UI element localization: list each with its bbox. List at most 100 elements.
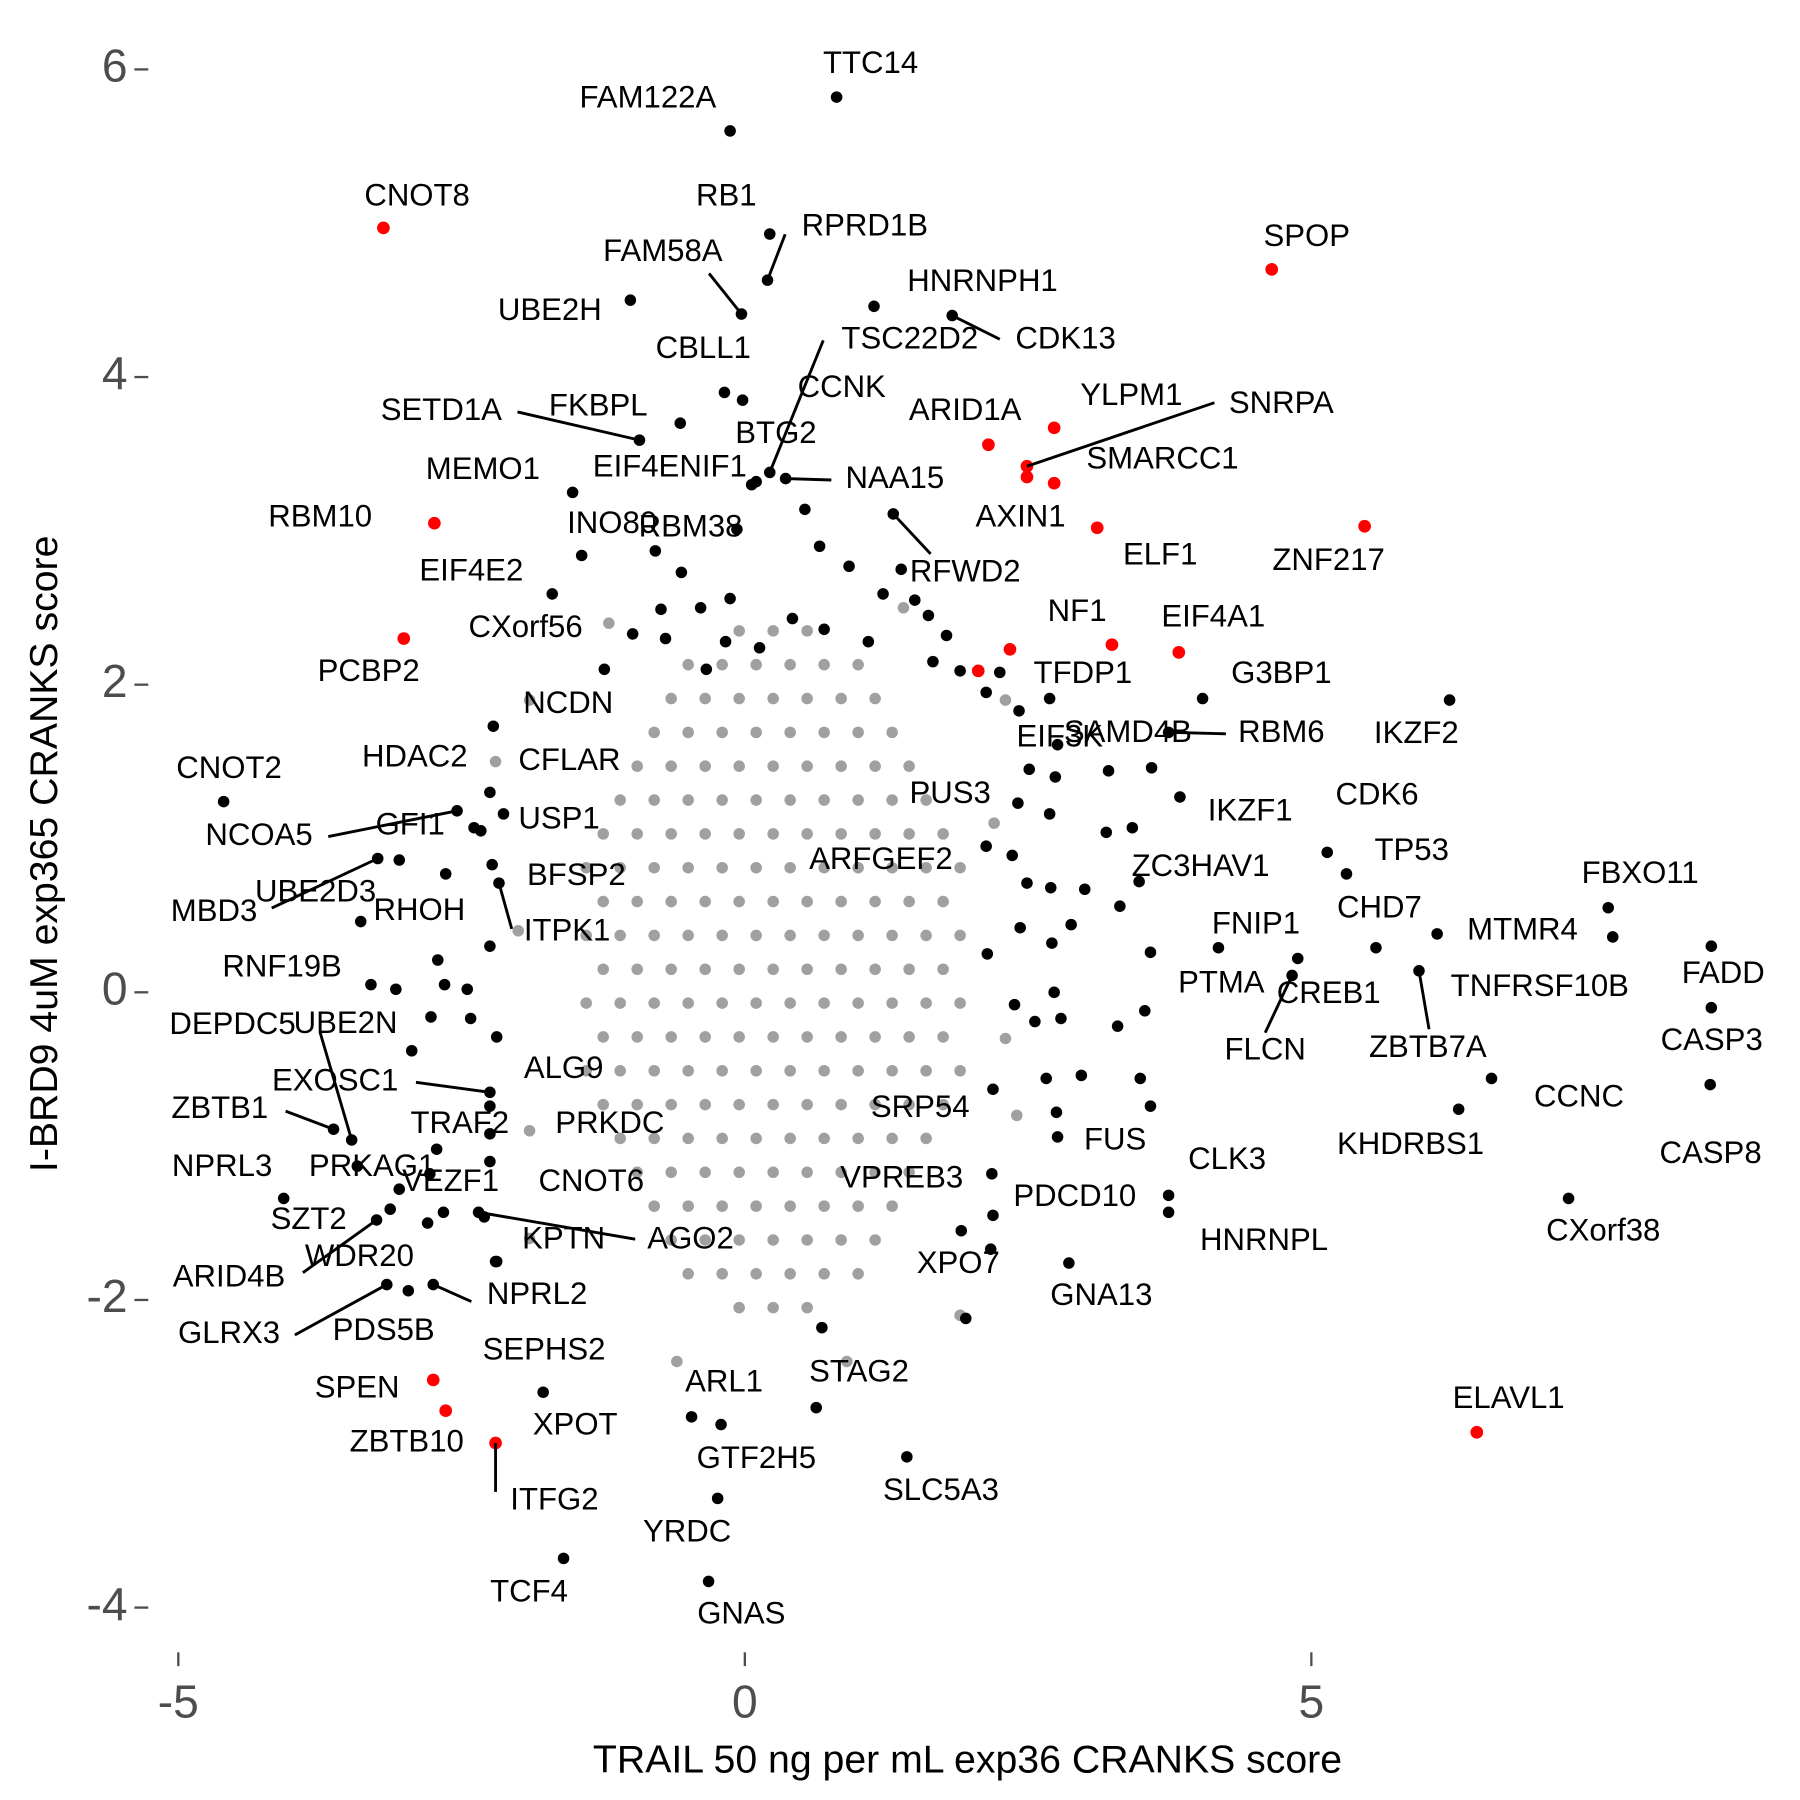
point-label: ELAVL1 — [1453, 1380, 1565, 1415]
point — [665, 1234, 677, 1246]
y-tick-label: 6 — [102, 40, 128, 92]
point — [733, 828, 745, 840]
labeled-point — [624, 294, 637, 306]
point — [903, 1098, 915, 1111]
labeled-point — [1212, 941, 1225, 954]
leader-line — [766, 233, 787, 281]
y-axis-title: I-BRD9 4uM exp365 CRANKS score — [22, 536, 66, 1172]
point-label: KHDRBS1 — [1337, 1126, 1484, 1161]
leader-line — [327, 809, 458, 838]
point — [920, 794, 932, 806]
point — [784, 794, 796, 806]
point — [909, 594, 921, 606]
point — [835, 963, 847, 976]
point — [869, 963, 881, 976]
point — [603, 617, 615, 629]
point — [1114, 900, 1126, 912]
point — [523, 1124, 536, 1137]
point — [631, 828, 643, 840]
point — [869, 692, 881, 705]
point — [1100, 826, 1113, 839]
leader-line — [478, 1210, 636, 1241]
point — [801, 1031, 813, 1043]
point — [648, 1064, 660, 1077]
point — [903, 1031, 915, 1043]
point — [818, 1200, 830, 1212]
labeled-point — [1133, 875, 1145, 888]
point — [869, 1098, 881, 1111]
point-label: SRP54 — [871, 1089, 970, 1124]
point — [954, 929, 966, 942]
point — [1050, 1106, 1063, 1119]
point — [733, 692, 745, 705]
labeled-point — [1358, 519, 1371, 533]
point-label: XPO7 — [917, 1245, 1000, 1280]
point — [984, 1243, 997, 1255]
point — [784, 861, 796, 874]
point-label: CCNC — [1534, 1079, 1624, 1114]
point-label: CNOT8 — [364, 178, 470, 213]
point-label: USP1 — [518, 801, 599, 836]
point — [818, 997, 830, 1009]
point — [733, 1166, 745, 1179]
labeled-point — [439, 1404, 453, 1418]
point — [750, 1268, 762, 1280]
point — [523, 1232, 536, 1245]
point — [682, 1132, 694, 1145]
labeled-point — [1265, 263, 1279, 276]
point-label: VPREB3 — [840, 1159, 963, 1194]
point — [767, 1234, 779, 1246]
leader-line — [318, 1032, 354, 1141]
point-label: CASP3 — [1661, 1022, 1763, 1057]
point-label: MEMO1 — [426, 451, 540, 486]
labeled-point — [702, 1575, 715, 1588]
point-label: ZBTB7A — [1369, 1029, 1487, 1064]
point — [999, 1032, 1012, 1045]
labeled-point — [810, 1401, 822, 1414]
point-label: PTMA — [1178, 964, 1265, 999]
point — [767, 625, 779, 637]
labeled-point — [426, 1373, 440, 1387]
labeled-point — [1321, 846, 1333, 859]
point — [464, 1012, 477, 1025]
point — [886, 1200, 898, 1212]
point — [648, 1132, 660, 1145]
labeled-point — [484, 1155, 496, 1168]
point — [682, 929, 694, 942]
point — [648, 861, 660, 874]
point — [869, 1166, 881, 1179]
point-label: TRAF2 — [410, 1105, 509, 1140]
labeled-point — [557, 1552, 570, 1565]
point — [699, 1234, 711, 1246]
point — [750, 1132, 762, 1145]
point — [852, 1268, 864, 1280]
point-label: IKZF2 — [1374, 715, 1459, 750]
point — [682, 1268, 694, 1280]
y-tick-label: -2 — [86, 1270, 127, 1322]
point — [597, 1031, 609, 1043]
point — [580, 1064, 592, 1077]
labeled-point — [393, 854, 406, 866]
labeled-point — [1562, 1192, 1575, 1205]
point — [580, 861, 592, 874]
point — [1006, 849, 1019, 862]
point-label: GFI1 — [376, 806, 445, 841]
point — [1021, 877, 1033, 889]
labeled-point — [430, 1143, 443, 1155]
point — [799, 503, 811, 516]
labeled-point — [475, 825, 487, 837]
point — [784, 1268, 796, 1280]
point-label: SNRPA — [1229, 385, 1334, 420]
point-label: EIF4ENIF1 — [593, 449, 747, 484]
point — [954, 861, 966, 874]
point-label: SPEN — [315, 1369, 400, 1404]
point — [733, 1098, 745, 1111]
point — [750, 1200, 762, 1212]
point — [784, 929, 796, 942]
labeled-point — [397, 632, 411, 645]
labeled-point — [1090, 521, 1104, 535]
point — [922, 609, 935, 622]
point-label: UBE2D3 — [255, 873, 376, 908]
point-label: PDCD10 — [1013, 1178, 1136, 1213]
